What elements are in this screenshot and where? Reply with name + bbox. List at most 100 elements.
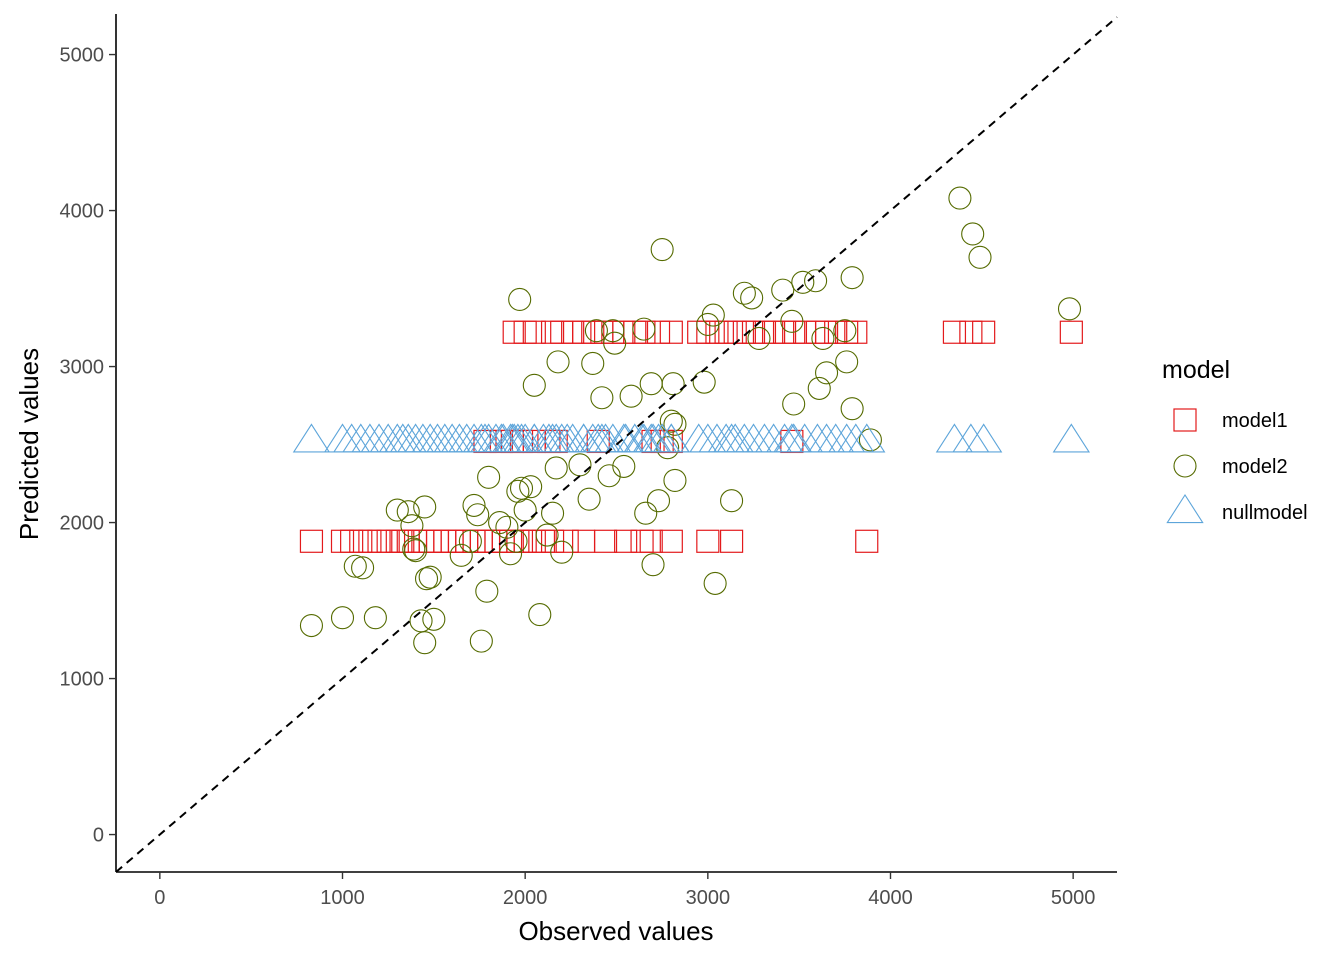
model2-point	[413, 631, 437, 655]
model2-point	[740, 286, 764, 310]
model2-point	[519, 475, 543, 499]
model1-point	[630, 529, 654, 553]
model1-point	[659, 320, 683, 344]
model2-point	[351, 556, 375, 580]
y-tick-label: 1000	[60, 669, 105, 691]
y-tick-label: 2000	[60, 513, 105, 535]
model2-point	[577, 487, 601, 511]
model1-point	[659, 529, 683, 553]
model2-point	[968, 245, 992, 269]
legend-title: model	[1162, 356, 1230, 384]
model2-point	[650, 238, 674, 262]
model2-point	[692, 370, 716, 394]
model2-point	[400, 514, 424, 538]
nullmodel-point	[639, 423, 678, 453]
x-tick-label: 3000	[686, 887, 731, 909]
model2-point	[601, 319, 625, 343]
model2-point	[619, 384, 643, 408]
model2-point	[815, 361, 839, 385]
model2-point	[458, 529, 482, 553]
model2-point	[418, 565, 442, 589]
nullmodel-point	[292, 423, 331, 453]
legend-key-nullmodel	[1166, 493, 1204, 524]
x-tick-label: 1000	[320, 887, 365, 909]
legend: model model1 model2 nullmodel	[1162, 356, 1308, 524]
model1-point	[425, 529, 450, 553]
model2-point	[504, 529, 528, 553]
nullmodel-point	[964, 423, 1003, 453]
model2-point	[550, 540, 574, 564]
model2-point	[804, 269, 828, 293]
model2-point	[646, 489, 671, 513]
nullmodel-point	[1052, 423, 1091, 453]
x-tick-label: 2000	[503, 887, 548, 909]
y-axis-title: Predicted values	[14, 348, 44, 540]
model2-point	[546, 350, 570, 374]
model2-point	[584, 319, 608, 343]
legend-key-model2	[1173, 454, 1197, 478]
model2-point	[639, 372, 663, 396]
model2-point	[703, 571, 727, 595]
model2-point	[1057, 297, 1082, 321]
model2-point	[603, 331, 627, 355]
nullmodel-point	[837, 423, 875, 453]
model2-point	[771, 278, 795, 302]
model1-point	[696, 529, 720, 553]
model2-point	[299, 613, 324, 638]
model2-point	[499, 542, 523, 566]
model2-point	[659, 409, 683, 433]
model2-point	[469, 629, 493, 653]
x-tick-label: 0	[154, 887, 165, 909]
model2-point	[612, 454, 636, 478]
model2-point	[396, 500, 420, 524]
series-model2	[299, 186, 1082, 655]
model2-point	[597, 464, 621, 488]
model2-point	[363, 606, 387, 630]
model1-point	[844, 320, 868, 344]
model2-point	[414, 567, 439, 591]
model2-point	[513, 498, 537, 522]
model1-point	[411, 529, 435, 553]
model1-point	[972, 320, 996, 344]
model2-point	[462, 493, 486, 517]
model2-point	[634, 501, 658, 525]
model1-point	[506, 529, 530, 553]
model2-point	[701, 303, 725, 327]
model2-point	[541, 501, 565, 525]
model2-point	[835, 350, 859, 374]
series-nullmodel	[292, 423, 1091, 453]
model1-point	[942, 320, 967, 344]
model2-point	[522, 373, 546, 397]
model2-point	[720, 489, 744, 513]
model2-point	[641, 553, 665, 577]
x-tick-label: 5000	[1051, 887, 1096, 909]
model1-point	[1059, 320, 1083, 344]
model1-point	[572, 529, 596, 553]
axes: 0 1000 2000 3000 4000 5000 0 1000 2000 3000 4000 50…	[60, 14, 1117, 909]
model2-point	[590, 386, 614, 410]
y-tick-label: 4000	[60, 201, 105, 223]
nullmodel-point	[935, 423, 974, 453]
y-tick-label: 3000	[60, 357, 105, 379]
points-layer	[292, 186, 1091, 655]
model2-point	[663, 468, 687, 492]
nullmodel-point	[495, 423, 533, 453]
model2-point	[544, 456, 568, 480]
model2-point	[568, 453, 592, 477]
model2-point	[449, 543, 473, 567]
model2-point	[791, 270, 815, 294]
model1-point	[299, 529, 324, 553]
model2-point	[475, 579, 499, 603]
model2-point	[581, 351, 605, 375]
model2-point	[508, 287, 532, 312]
model2-point	[477, 465, 501, 489]
model2-point	[330, 606, 355, 630]
model1-point	[522, 320, 546, 344]
model2-point	[413, 495, 437, 519]
model1-point	[614, 529, 638, 553]
model1-point	[719, 529, 744, 553]
nullmodel-point	[785, 423, 824, 453]
model2-point	[402, 537, 426, 561]
model2-point	[732, 281, 756, 305]
